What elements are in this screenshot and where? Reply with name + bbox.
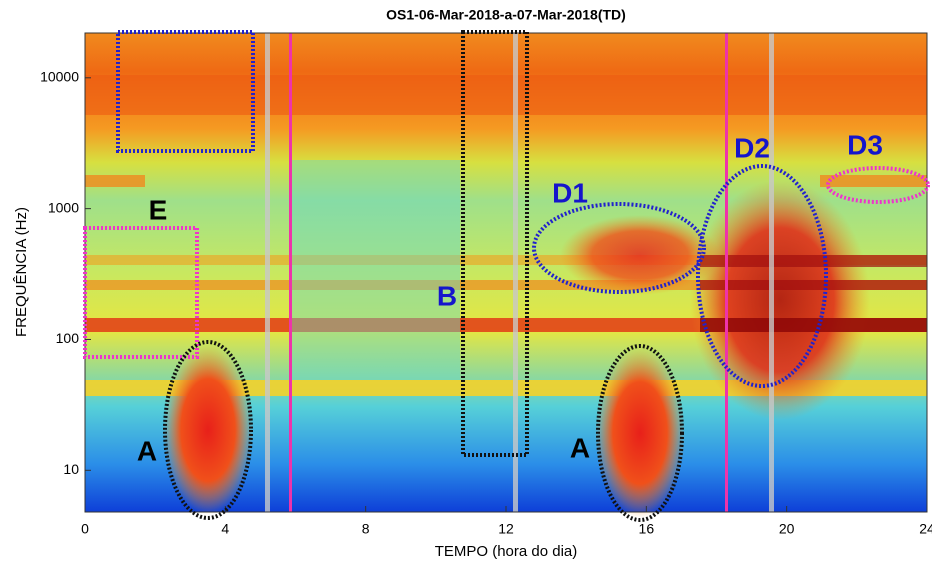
- annotation-label: D2: [734, 132, 770, 163]
- y-tick-label: 10000: [40, 69, 79, 85]
- annotation-label: A: [137, 435, 157, 466]
- x-axis-label: TEMPO (hora do dia): [435, 543, 578, 560]
- annotation-outline: [532, 202, 706, 294]
- annotation-label: B: [437, 280, 457, 311]
- annotation-outline: [163, 340, 253, 520]
- x-tick-label: 20: [779, 521, 795, 537]
- chart-title: OS1-06-Mar-2018-a-07-Mar-2018(TD): [386, 7, 626, 23]
- annotation-outline: [461, 30, 529, 457]
- annotation-outline: [83, 226, 199, 359]
- annotation-outline: [596, 344, 684, 522]
- annotation-outline: [826, 166, 930, 204]
- y-tick-label: 1000: [48, 199, 79, 215]
- x-tick-label: 12: [498, 521, 514, 537]
- x-tick-label: 0: [81, 521, 89, 537]
- annotation-label: A: [570, 432, 590, 463]
- annotation-outline: [116, 30, 255, 153]
- annotation-outline: [696, 164, 828, 388]
- y-tick-label: 100: [56, 330, 80, 346]
- annotation-label: D3: [847, 129, 883, 160]
- x-tick-label: 24: [919, 521, 932, 537]
- spectrogram-image: [84, 32, 928, 518]
- y-tick-label: 10: [63, 461, 79, 477]
- x-tick-label: 8: [362, 521, 370, 537]
- annotation-label: D1: [552, 177, 588, 208]
- annotation-label: E: [149, 194, 168, 225]
- x-tick-label: 16: [639, 521, 655, 537]
- y-axis-label: FREQUÊNCIA (Hz): [13, 207, 30, 337]
- x-tick-label: 4: [221, 521, 229, 537]
